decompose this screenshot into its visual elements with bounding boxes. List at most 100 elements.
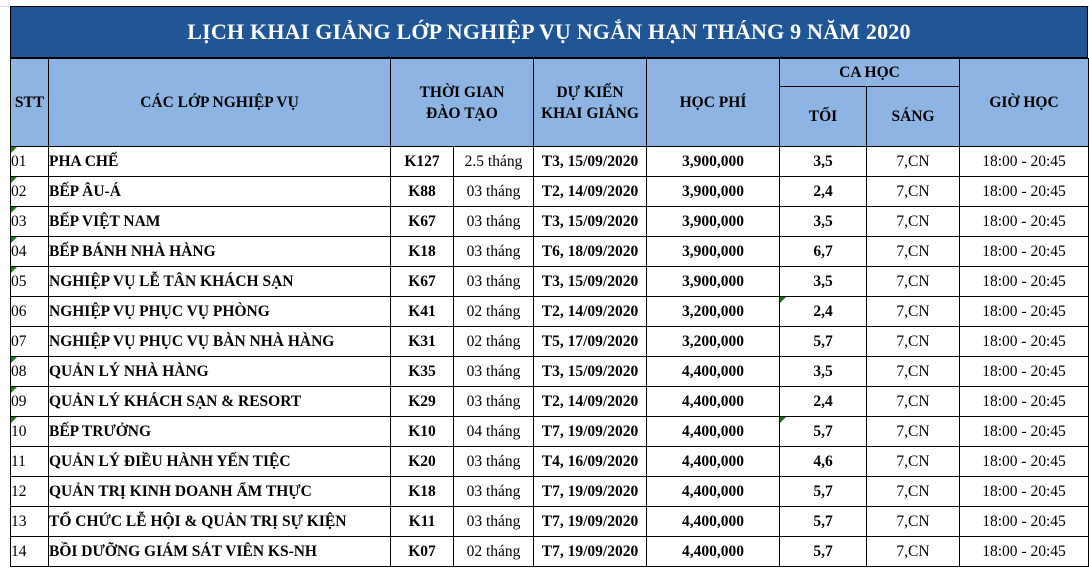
row-course-cell[interactable]: NGHIỆP VỤ PHỤC VỤ PHÒNG: [48, 296, 391, 327]
row-start-date-cell[interactable]: T3, 15/09/2020: [533, 206, 647, 237]
row-class-code-cell[interactable]: K88: [390, 176, 454, 207]
row-duration-cell[interactable]: 03 tháng: [453, 446, 534, 477]
row-evening-shift-cell[interactable]: 4,6: [779, 446, 867, 477]
row-duration-cell[interactable]: 04 tháng: [453, 416, 534, 447]
row-fee-cell[interactable]: 3,900,000: [646, 176, 780, 207]
row-class-code-cell[interactable]: K11: [390, 506, 454, 537]
row-class-code-cell[interactable]: K31: [390, 326, 454, 357]
row-morning-shift-cell[interactable]: 7,CN: [866, 296, 960, 327]
header-stt[interactable]: STT: [10, 58, 49, 147]
row-duration-cell[interactable]: 2.5 tháng: [453, 146, 534, 177]
row-start-date-cell[interactable]: T7, 19/09/2020: [533, 416, 647, 447]
row-fee-cell[interactable]: 3,900,000: [646, 266, 780, 297]
row-fee-cell[interactable]: 3,900,000: [646, 146, 780, 177]
row-stt-cell[interactable]: 08: [10, 356, 49, 387]
row-evening-shift-cell[interactable]: 3,5: [779, 206, 867, 237]
row-duration-cell[interactable]: 03 tháng: [453, 206, 534, 237]
row-hours-cell[interactable]: 18:00 - 20:45: [959, 326, 1089, 357]
row-course-cell[interactable]: BẾP BÁNH NHÀ HÀNG: [48, 236, 391, 267]
row-duration-cell[interactable]: 02 tháng: [453, 296, 534, 327]
row-start-date-cell[interactable]: T7, 19/09/2020: [533, 536, 647, 567]
row-morning-shift-cell[interactable]: 7,CN: [866, 206, 960, 237]
row-morning-shift-cell[interactable]: 7,CN: [866, 326, 960, 357]
row-stt-cell[interactable]: 03: [10, 206, 49, 237]
row-class-code-cell[interactable]: K29: [390, 386, 454, 417]
row-hours-cell[interactable]: 18:00 - 20:45: [959, 296, 1089, 327]
row-duration-cell[interactable]: 03 tháng: [453, 476, 534, 507]
row-morning-shift-cell[interactable]: 7,CN: [866, 506, 960, 537]
row-duration-cell[interactable]: 02 tháng: [453, 326, 534, 357]
row-course-cell[interactable]: BẾP ÂU-Á: [48, 176, 391, 207]
row-stt-cell[interactable]: 07: [10, 326, 49, 357]
row-class-code-cell[interactable]: K18: [390, 236, 454, 267]
row-hours-cell[interactable]: 18:00 - 20:45: [959, 536, 1089, 567]
row-start-date-cell[interactable]: T5, 17/09/2020: [533, 326, 647, 357]
row-evening-shift-cell[interactable]: 5,7: [779, 326, 867, 357]
row-start-date-cell[interactable]: T2, 14/09/2020: [533, 176, 647, 207]
row-start-date-cell[interactable]: T7, 19/09/2020: [533, 476, 647, 507]
row-evening-shift-cell[interactable]: 3,5: [779, 266, 867, 297]
row-stt-cell[interactable]: 05: [10, 266, 49, 297]
row-stt-cell[interactable]: 01: [10, 146, 49, 177]
row-stt-cell[interactable]: 12: [10, 476, 49, 507]
row-fee-cell[interactable]: 4,400,000: [646, 506, 780, 537]
header-shift-group[interactable]: CA HỌC: [779, 58, 960, 87]
row-class-code-cell[interactable]: K67: [390, 266, 454, 297]
row-stt-cell[interactable]: 11: [10, 446, 49, 477]
row-morning-shift-cell[interactable]: 7,CN: [866, 266, 960, 297]
row-stt-cell[interactable]: 10: [10, 416, 49, 447]
row-course-cell[interactable]: TỔ CHỨC LỄ HỘI & QUẢN TRỊ SỰ KIỆN: [48, 506, 391, 537]
row-fee-cell[interactable]: 4,400,000: [646, 476, 780, 507]
row-hours-cell[interactable]: 18:00 - 20:45: [959, 266, 1089, 297]
row-morning-shift-cell[interactable]: 7,CN: [866, 236, 960, 267]
row-course-cell[interactable]: BẾP TRƯỞNG: [48, 416, 391, 447]
row-start-date-cell[interactable]: T3, 15/09/2020: [533, 356, 647, 387]
row-fee-cell[interactable]: 3,200,000: [646, 326, 780, 357]
row-course-cell[interactable]: QUẢN TRỊ KINH DOANH ẨM THỰC: [48, 476, 391, 507]
row-morning-shift-cell[interactable]: 7,CN: [866, 386, 960, 417]
row-duration-cell[interactable]: 03 tháng: [453, 176, 534, 207]
row-duration-cell[interactable]: 03 tháng: [453, 266, 534, 297]
row-fee-cell[interactable]: 3,900,000: [646, 236, 780, 267]
row-course-cell[interactable]: BỒI DƯỠNG GIÁM SÁT VIÊN KS-NH: [48, 536, 391, 567]
row-course-cell[interactable]: QUẢN LÝ KHÁCH SẠN & RESORT: [48, 386, 391, 417]
schedule-title[interactable]: LỊCH KHAI GIẢNG LỚP NGHIỆP VỤ NGẮN HẠN T…: [10, 6, 1088, 58]
row-duration-cell[interactable]: 03 tháng: [453, 356, 534, 387]
row-fee-cell[interactable]: 3,200,000: [646, 296, 780, 327]
row-fee-cell[interactable]: 4,400,000: [646, 386, 780, 417]
row-course-cell[interactable]: NGHIỆP VỤ LỄ TÂN KHÁCH SẠN: [48, 266, 391, 297]
row-stt-cell[interactable]: 14: [10, 536, 49, 567]
header-shift-morning[interactable]: SÁNG: [866, 86, 960, 147]
row-duration-cell[interactable]: 03 tháng: [453, 236, 534, 267]
header-course[interactable]: CÁC LỚP NGHIỆP VỤ: [48, 58, 391, 147]
row-evening-shift-cell[interactable]: 5,7: [779, 416, 867, 447]
row-fee-cell[interactable]: 4,400,000: [646, 416, 780, 447]
row-morning-shift-cell[interactable]: 7,CN: [866, 476, 960, 507]
row-class-code-cell[interactable]: K35: [390, 356, 454, 387]
row-start-date-cell[interactable]: T2, 14/09/2020: [533, 386, 647, 417]
header-start-date[interactable]: DỰ KIẾN KHAI GIẢNG: [533, 58, 647, 147]
row-hours-cell[interactable]: 18:00 - 20:45: [959, 476, 1089, 507]
row-stt-cell[interactable]: 06: [10, 296, 49, 327]
row-start-date-cell[interactable]: T6, 18/09/2020: [533, 236, 647, 267]
row-evening-shift-cell[interactable]: 2,4: [779, 296, 867, 327]
row-evening-shift-cell[interactable]: 3,5: [779, 146, 867, 177]
row-course-cell[interactable]: QUẢN LÝ NHÀ HÀNG: [48, 356, 391, 387]
row-start-date-cell[interactable]: T2, 14/09/2020: [533, 296, 647, 327]
header-shift-evening[interactable]: TỐI: [779, 86, 867, 147]
header-hours[interactable]: GIỜ HỌC: [959, 58, 1089, 147]
row-hours-cell[interactable]: 18:00 - 20:45: [959, 206, 1089, 237]
row-class-code-cell[interactable]: K127: [390, 146, 454, 177]
row-course-cell[interactable]: BẾP VIỆT NAM: [48, 206, 391, 237]
row-class-code-cell[interactable]: K41: [390, 296, 454, 327]
row-evening-shift-cell[interactable]: 2,4: [779, 176, 867, 207]
row-morning-shift-cell[interactable]: 7,CN: [866, 416, 960, 447]
row-hours-cell[interactable]: 18:00 - 20:45: [959, 236, 1089, 267]
row-evening-shift-cell[interactable]: 3,5: [779, 356, 867, 387]
row-hours-cell[interactable]: 18:00 - 20:45: [959, 416, 1089, 447]
row-fee-cell[interactable]: 3,900,000: [646, 206, 780, 237]
row-evening-shift-cell[interactable]: 6,7: [779, 236, 867, 267]
row-fee-cell[interactable]: 4,400,000: [646, 356, 780, 387]
row-evening-shift-cell[interactable]: 2,4: [779, 386, 867, 417]
row-evening-shift-cell[interactable]: 5,7: [779, 506, 867, 537]
